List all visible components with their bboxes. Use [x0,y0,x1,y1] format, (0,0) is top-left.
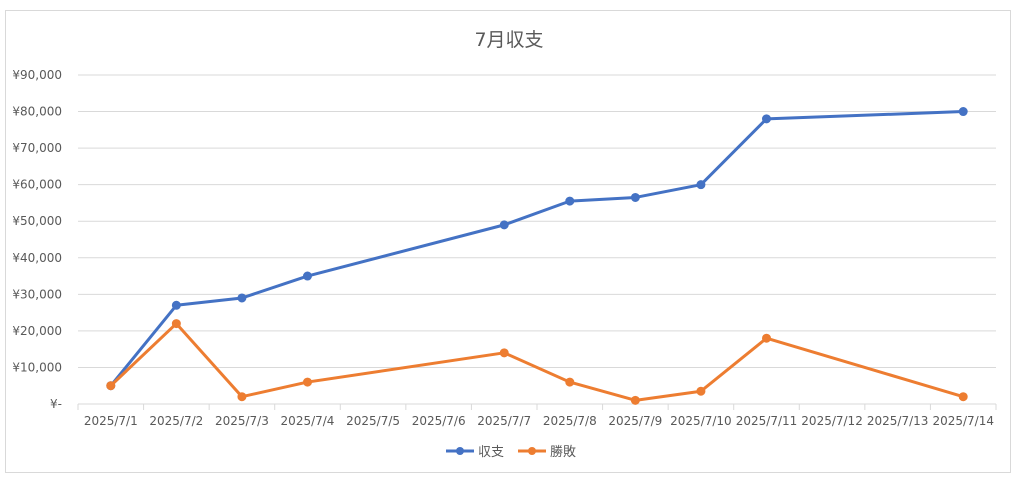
data-point[interactable] [958,107,968,117]
data-point[interactable] [565,196,575,206]
y-tick-label: ¥60,000 [12,178,62,192]
data-point[interactable] [499,220,509,230]
data-point[interactable] [237,392,247,402]
series-line-0 [109,110,965,388]
series-line-1 [109,322,965,402]
y-tick-label: ¥- [50,397,62,411]
y-axis-labels: ¥- ¥10,000 ¥20,000 ¥30,000 ¥40,000 ¥50,000 ¥60… [12,68,62,411]
series-group [106,107,968,405]
legend-label: 勝敗 [550,445,576,460]
x-tick-label: 2025/7/7 [477,414,531,428]
x-tick-label: 2025/7/11 [736,414,798,428]
data-point[interactable] [171,319,181,329]
legend-label: 収支 [478,445,504,460]
x-tick-label: 2025/7/8 [543,414,597,428]
legend-swatch-marker [528,447,536,455]
y-tick-label: ¥90,000 [12,68,62,82]
x-tick-label: 2025/7/3 [215,414,269,428]
data-point[interactable] [696,386,706,396]
y-tick-label: ¥50,000 [12,214,62,228]
x-axis: 2025/7/1 2025/7/2 2025/7/3 2025/7/4 2025/7/5… [77,404,997,428]
data-point[interactable] [630,192,640,202]
x-tick-label: 2025/7/5 [346,414,400,428]
data-point[interactable] [499,348,509,358]
data-point[interactable] [171,300,181,310]
data-point[interactable] [630,395,640,405]
x-tick-label: 2025/7/9 [608,414,662,428]
y-tick-label: ¥70,000 [12,141,62,155]
gridlines [78,74,996,405]
legend-item-1[interactable]: 勝敗 [518,445,576,460]
chart-title: 7月収支 [474,29,543,51]
legend[interactable]: 収支 勝敗 [446,445,576,460]
x-tick-label: 2025/7/13 [867,414,929,428]
x-tick-label: 2025/7/6 [412,414,466,428]
data-point[interactable] [762,114,771,124]
x-tick-label: 2025/7/1 [84,414,138,428]
y-tick-label: ¥30,000 [12,287,62,301]
y-tick-label: ¥20,000 [12,324,62,338]
x-tick-label: 2025/7/10 [670,414,732,428]
data-point[interactable] [762,333,771,343]
data-point[interactable] [237,293,247,303]
x-tick-label: 2025/7/12 [801,414,863,428]
y-tick-label: ¥40,000 [12,251,62,265]
data-point[interactable] [303,377,312,387]
data-point[interactable] [958,392,968,402]
data-point[interactable] [106,381,116,391]
y-tick-label: ¥10,000 [12,360,62,374]
legend-item-0[interactable]: 収支 [446,445,504,460]
data-point[interactable] [696,180,706,190]
chart-frame [5,10,1011,473]
data-point[interactable] [565,377,575,387]
legend-swatch-marker [456,447,464,455]
data-point[interactable] [303,271,312,281]
x-tick-label: 2025/7/4 [281,414,335,428]
x-tick-label: 2025/7/14 [932,414,994,428]
x-tick-label: 2025/7/2 [149,414,203,428]
y-tick-label: ¥80,000 [12,105,62,119]
